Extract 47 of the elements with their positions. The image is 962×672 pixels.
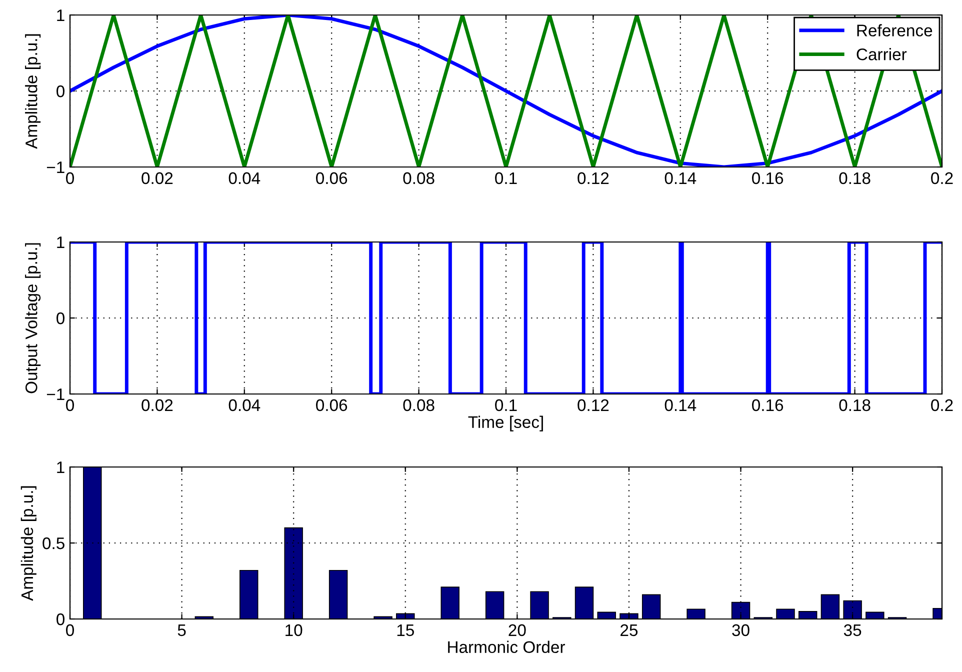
x-tick-label: 0 (66, 172, 74, 184)
line-series (70, 15, 942, 167)
y-tick-label: 0.5 (42, 537, 64, 550)
x-tick-label: 0.02 (142, 172, 173, 184)
x-tick-label: 0.06 (316, 172, 348, 184)
y-tick-label: 0 (56, 312, 64, 324)
x-tick-label: 0.14 (664, 399, 696, 412)
x-tick-label: 0.2 (931, 399, 953, 412)
x-tick-label: 0.08 (403, 172, 434, 184)
x-tick-label: 30 (732, 624, 750, 636)
x-tick-label: 10 (286, 624, 302, 636)
y-axis-title: Output Voltage [p.u.] (25, 243, 41, 394)
x-tick-label: 25 (620, 624, 638, 636)
y-axis-title: Amplitude [p.u.] (25, 34, 41, 149)
y-tick-label: 1 (57, 236, 64, 248)
x-tick-label: 5 (178, 624, 186, 636)
y-tick-label: 0 (56, 85, 64, 98)
x-tick-label: 0.18 (839, 399, 870, 412)
y-tick-label: −1 (46, 388, 64, 400)
x-tick-label: 0.14 (664, 172, 696, 184)
y-axis-title: Amplitude [p.u.] (20, 486, 36, 601)
x-tick-label: 0.12 (578, 399, 609, 412)
y-tick-label: 1 (57, 10, 64, 22)
x-tick-label: 0.02 (142, 399, 173, 412)
x-tick-label: 0.04 (228, 399, 260, 412)
x-axis-title: Harmonic Order (448, 640, 565, 654)
legend-label: Carrier (856, 48, 907, 60)
legend-label: Reference (857, 24, 932, 36)
x-tick-label: 0.16 (752, 172, 784, 184)
x-tick-label: 0.1 (495, 172, 517, 184)
x-tick-label: 0.2 (931, 172, 953, 184)
x-tick-label: 0 (66, 399, 74, 412)
x-axis-title: Time [sec] (468, 416, 543, 432)
x-tick-label: 0.1 (495, 399, 517, 412)
x-tick-label: 0.08 (403, 399, 434, 412)
x-tick-label: 20 (508, 624, 526, 636)
x-tick-label: 15 (397, 624, 414, 636)
x-tick-label: 0.04 (228, 172, 260, 184)
x-tick-label: 0.06 (316, 399, 348, 412)
y-tick-label: −1 (46, 162, 64, 174)
x-tick-label: 0.18 (839, 172, 870, 184)
x-tick-label: 0.12 (578, 172, 609, 184)
y-tick-label: 1 (57, 462, 64, 474)
y-tick-label: 0 (56, 613, 64, 626)
x-tick-label: 0.16 (752, 399, 784, 412)
x-tick-label: 35 (844, 624, 862, 636)
x-tick-label: 0 (66, 624, 74, 636)
